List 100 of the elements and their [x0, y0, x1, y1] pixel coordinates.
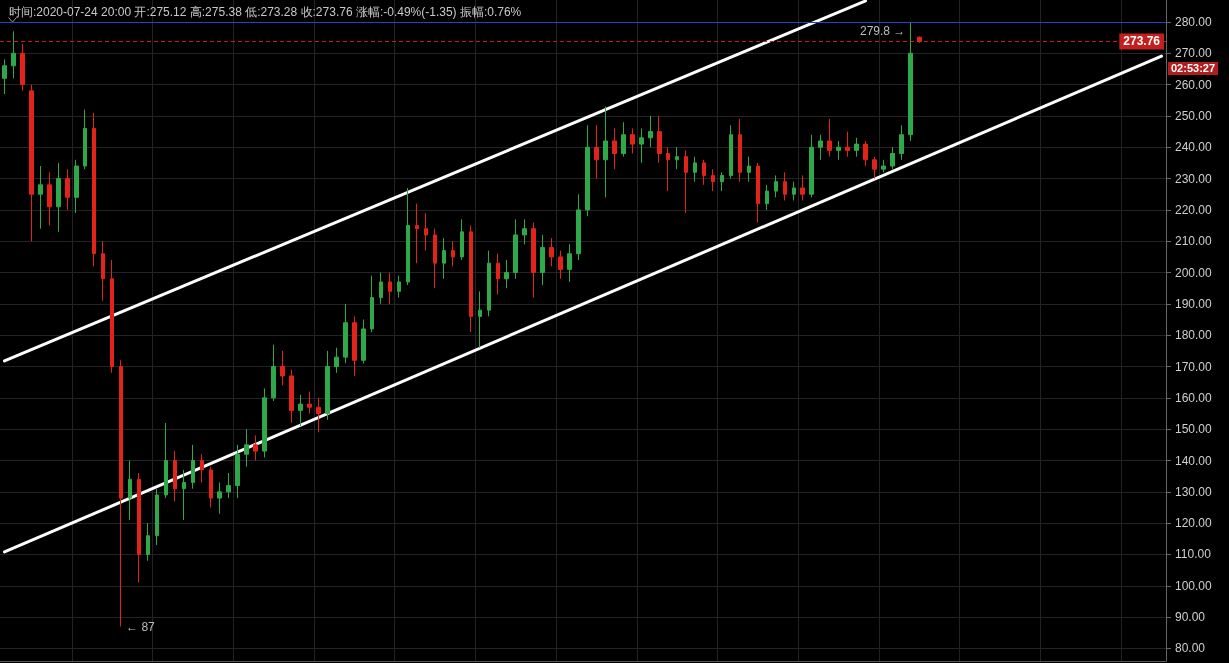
candlestick [65, 168, 70, 211]
candlestick [47, 171, 52, 227]
candlestick [747, 156, 751, 183]
candlestick [576, 193, 581, 261]
candlestick [164, 422, 168, 499]
candlestick [110, 259, 114, 374]
candlestick [316, 397, 321, 433]
y-tick-label: 110.00 [1175, 547, 1212, 562]
y-tick-label: 260.00 [1175, 77, 1213, 92]
candlestick [289, 369, 294, 424]
candlestick [280, 350, 285, 386]
candlestick [379, 272, 383, 305]
y-tick-label: 240.00 [1175, 140, 1213, 155]
y-tick-label: 250.00 [1175, 108, 1213, 123]
y-tick-label: 140.00 [1175, 453, 1213, 468]
candlestick [38, 165, 43, 230]
candlestick [603, 106, 608, 198]
candlestick [469, 225, 473, 333]
y-tick-label: 130.00 [1175, 484, 1213, 499]
y-tick-label: 210.00 [1175, 234, 1213, 249]
candlestick [720, 171, 724, 192]
candlestick [729, 124, 733, 180]
candlestick [343, 303, 348, 364]
candlestick [128, 460, 132, 521]
candlestick [182, 469, 186, 521]
candlestick [513, 218, 518, 280]
candlestick [146, 522, 150, 562]
candlestick [433, 228, 437, 289]
candlestick [899, 124, 904, 161]
candlestick [11, 30, 16, 79]
y-tick-label: 230.00 [1175, 171, 1213, 186]
candlestick [460, 218, 464, 261]
candlestick [783, 171, 787, 201]
candlestick [217, 481, 222, 515]
candlestick [388, 272, 392, 305]
candlestick [827, 118, 832, 158]
candlestick [253, 434, 258, 462]
candlestick [639, 127, 644, 164]
candlestick [83, 109, 87, 170]
candlestick [298, 394, 303, 427]
candlestick [496, 253, 500, 295]
candlestick [352, 315, 357, 377]
candlestick [406, 187, 410, 286]
candlestick [800, 174, 805, 201]
candlestick [334, 347, 339, 374]
candlestick [522, 218, 527, 245]
annotation: 279.8 → [860, 23, 906, 38]
candlestick [863, 140, 868, 167]
candlestick [854, 137, 859, 158]
candlestick [191, 444, 195, 490]
candlestick [119, 359, 123, 628]
candlestick [271, 344, 276, 402]
candlestick [361, 319, 366, 364]
candlestick [648, 115, 653, 148]
candlestick [890, 146, 895, 170]
y-tick-label: 170.00 [1175, 359, 1213, 374]
candlestick [657, 115, 662, 164]
candlestick [845, 131, 850, 158]
candlestick [56, 162, 61, 233]
candlestick [594, 124, 599, 180]
candlestick [397, 275, 401, 299]
candlestick [92, 112, 96, 267]
candlestick [137, 472, 141, 584]
candlestick [917, 35, 922, 44]
candlestick [101, 240, 105, 302]
candlestick [836, 140, 841, 161]
candlestick [765, 184, 769, 211]
candlestick [540, 234, 545, 286]
text: 02:53:27 [1171, 62, 1216, 75]
candlestick [20, 43, 25, 92]
y-tick-label: 80.00 [1175, 641, 1206, 656]
candlestick [235, 444, 240, 499]
candlestick [74, 159, 79, 214]
y-tick-label: 280.00 [1175, 14, 1213, 29]
candlestick [209, 466, 213, 508]
candlestick [702, 159, 706, 186]
candlestick [666, 146, 670, 192]
candlestick [504, 259, 509, 289]
candlestick [370, 275, 374, 333]
candlestick [325, 350, 330, 421]
y-tick-label: 90.00 [1175, 610, 1206, 625]
candlestick [173, 450, 177, 502]
candlestick [531, 221, 536, 299]
candlestick [630, 127, 635, 154]
candlestick [756, 162, 760, 223]
y-tick-label: 270.00 [1175, 46, 1213, 61]
y-tick-label: 220.00 [1175, 202, 1213, 217]
candlestick [612, 127, 617, 170]
candlestick [792, 181, 796, 201]
candlestick [818, 134, 823, 161]
candlestick [424, 212, 428, 252]
candlestick [621, 121, 626, 158]
y-tick-label: 180.00 [1175, 328, 1213, 343]
candlestick [684, 149, 688, 214]
y-tick-label: 150.00 [1175, 422, 1213, 437]
candlestick [262, 387, 267, 458]
candlestick [442, 237, 446, 280]
y-tick-label: 200.00 [1175, 265, 1213, 280]
annotation: ← 87 [126, 619, 156, 634]
candlestick [675, 146, 679, 170]
